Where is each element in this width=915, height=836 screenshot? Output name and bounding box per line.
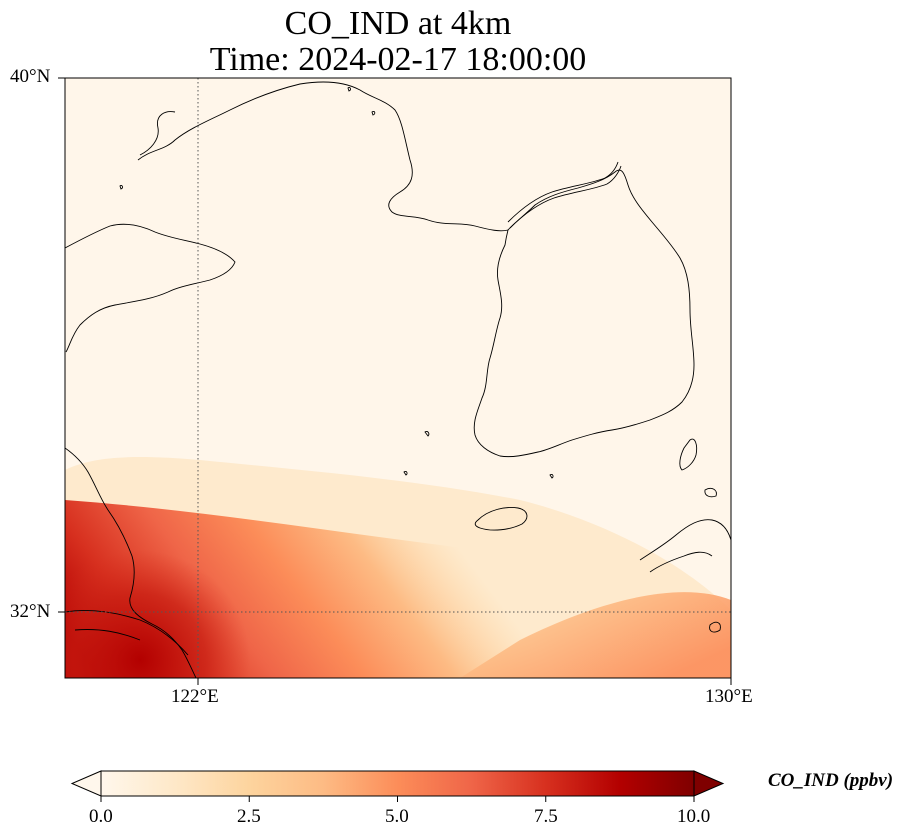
coastlines	[65, 81, 731, 678]
colorbar-tick-label: 10.0	[677, 806, 711, 827]
map-frame	[64, 77, 732, 679]
colorbar-ticks	[100, 796, 695, 802]
colorbar-body	[101, 771, 694, 796]
map-title-line1: CO_IND at 4km	[284, 5, 512, 42]
map-title-line2: Time: 2024-02-17 18:00:00	[209, 41, 587, 78]
colorbar-extend-max	[693, 770, 725, 797]
colorbar-tick-label: 2.5	[237, 806, 261, 827]
axis-ticks	[58, 77, 732, 685]
colorbar-tick-label: 7.5	[534, 806, 558, 827]
lon-label-122e: 122°E	[171, 686, 219, 707]
colorbar-title: CO_IND (ppbv)	[768, 770, 894, 791]
concentration-field	[65, 78, 731, 678]
lat-label-32n: 32°N	[10, 601, 51, 622]
colorbar-tick-label: 0.0	[89, 806, 113, 827]
lon-label-130e: 130°E	[705, 686, 753, 707]
hot-spot	[65, 540, 325, 678]
lat-label-40n: 40°N	[10, 66, 51, 87]
colorbar-tick-label: 5.0	[385, 806, 409, 827]
colorbar	[70, 770, 725, 802]
colorbar-extend-min	[70, 770, 102, 797]
east-plume	[460, 592, 731, 678]
